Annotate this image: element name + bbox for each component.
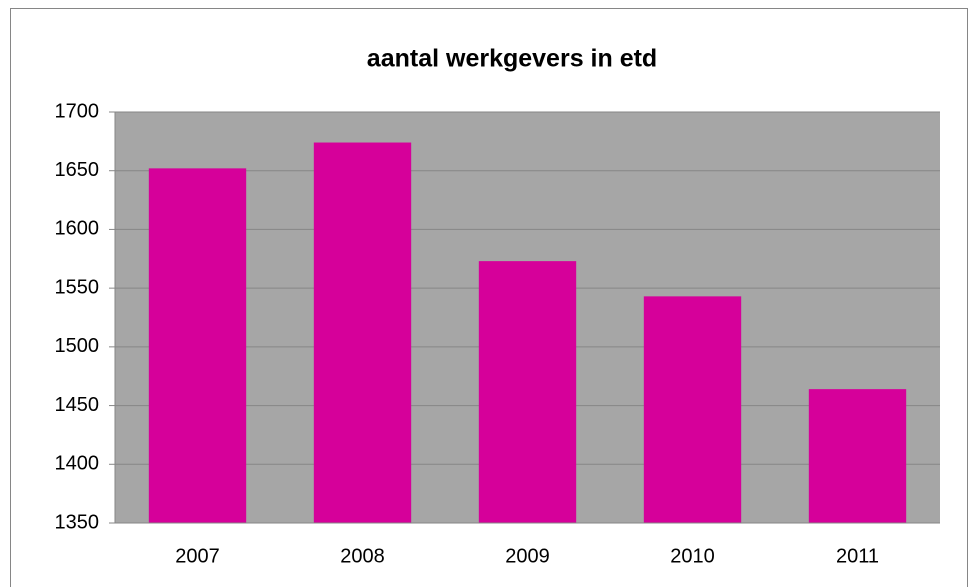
- chart-title: aantal werkgevers in etd: [367, 45, 657, 73]
- bar: [643, 296, 742, 523]
- y-tick-label: 1550: [55, 276, 100, 298]
- x-tick-label: 2008: [340, 545, 385, 567]
- bar: [148, 168, 247, 523]
- y-tick-label: 1400: [55, 453, 100, 475]
- y-tick-label: 1450: [55, 394, 100, 416]
- bar: [478, 261, 577, 523]
- y-tick-label: 1500: [55, 335, 100, 357]
- bar: [808, 389, 907, 523]
- x-tick-label: 2007: [175, 545, 220, 567]
- y-tick-label: 1350: [55, 511, 100, 533]
- y-tick-label: 1700: [55, 100, 100, 122]
- y-tick-label: 1600: [55, 218, 100, 240]
- x-tick-label: 2011: [836, 545, 879, 567]
- y-tick-label: 1650: [55, 159, 100, 181]
- bar: [313, 142, 412, 523]
- x-tick-label: 2010: [670, 545, 715, 567]
- x-tick-label: 2009: [505, 545, 550, 567]
